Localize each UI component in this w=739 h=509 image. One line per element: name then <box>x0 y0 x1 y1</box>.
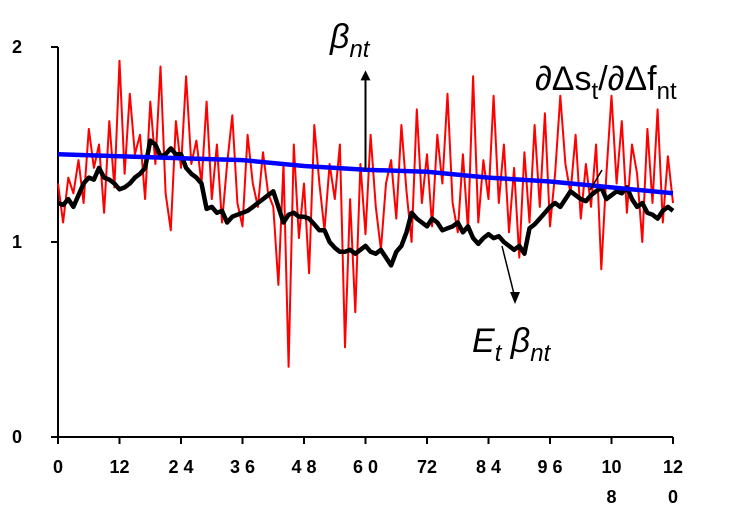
partial-label: ∂Δst/∂Δfnt <box>535 60 677 105</box>
x-tick-label: 0 <box>53 457 63 477</box>
x-tick-label: 12 0 <box>663 457 683 507</box>
x-tick-label: 12 <box>109 457 129 477</box>
e-beta-label-base1: E <box>472 322 495 360</box>
e-beta-label-base2: β <box>501 322 530 360</box>
beta-label: βnt <box>329 18 371 63</box>
x-tick-label: 10 8 <box>601 457 621 507</box>
e-beta-pointer <box>501 245 516 299</box>
beta-label-sub: nt <box>349 36 370 63</box>
e-beta-label: Et βnt <box>472 322 552 367</box>
annotation-layer: βnt ∂Δst/∂Δfnt Et βnt <box>329 18 677 367</box>
x-tick-label: 72 <box>417 457 437 477</box>
x-tick-label: 2 4 <box>168 457 193 477</box>
x-tick-label: 8 4 <box>476 457 501 477</box>
partial-label-sub2: nt <box>657 78 677 105</box>
beta-arrowhead <box>360 70 371 81</box>
x-tick-label: 3 6 <box>230 457 255 477</box>
partial-label-mid: /∂Δf <box>598 60 657 98</box>
e-beta-label-sub2: nt <box>530 340 551 367</box>
partial-label-a: ∂Δs <box>535 60 592 98</box>
y-tick-label: 0 <box>12 427 22 447</box>
x-tick-label: 6 0 <box>353 457 378 477</box>
e-beta-arrowhead <box>510 292 520 304</box>
x-tick-label: 4 8 <box>291 457 316 477</box>
beta-label-base: β <box>329 18 349 56</box>
e-beta-label-sub1: t <box>495 340 503 367</box>
partial-pointer <box>589 169 603 191</box>
partial-label-sub1: t <box>592 78 599 105</box>
y-tick-label: 2 <box>12 37 22 57</box>
y-tick-label: 1 <box>12 232 22 252</box>
x-tick-label: 9 6 <box>537 457 562 477</box>
